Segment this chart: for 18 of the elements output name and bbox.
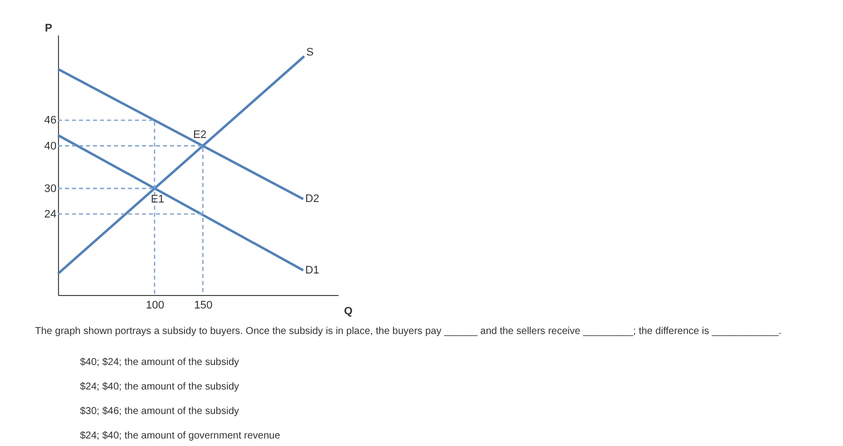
text: $30; $46; the amount of the subsidy [80, 406, 239, 417]
text: $24; $40; the amount of the subsidy [80, 382, 239, 392]
series-label: D1 [305, 264, 320, 276]
y-axis-title: P [44, 22, 52, 34]
text: $24; $40; the amount of government revenue [80, 430, 281, 442]
series-label: S [306, 46, 314, 58]
x-tick-label: 100 [146, 300, 164, 312]
x-tick-label: 150 [194, 300, 213, 312]
annotation: E1 [150, 193, 164, 206]
y-tick-label: 24 [44, 208, 56, 221]
x-axis-title: Q [344, 306, 353, 318]
y-tick-label: 40 [44, 140, 56, 152]
annotation: E2 [193, 128, 207, 141]
y-tick-label: 46 [44, 114, 56, 127]
text: $40; $24; the amount of the subsidy [80, 357, 239, 368]
y-tick-label: 30 [44, 182, 56, 195]
series-label: D2 [305, 193, 320, 206]
text: The graph shown portrays a subsidy to buyers. Once the subsidy is in place, the buyers pay ______ and the sellers receive _________; the difference is ____________. [35, 326, 782, 337]
